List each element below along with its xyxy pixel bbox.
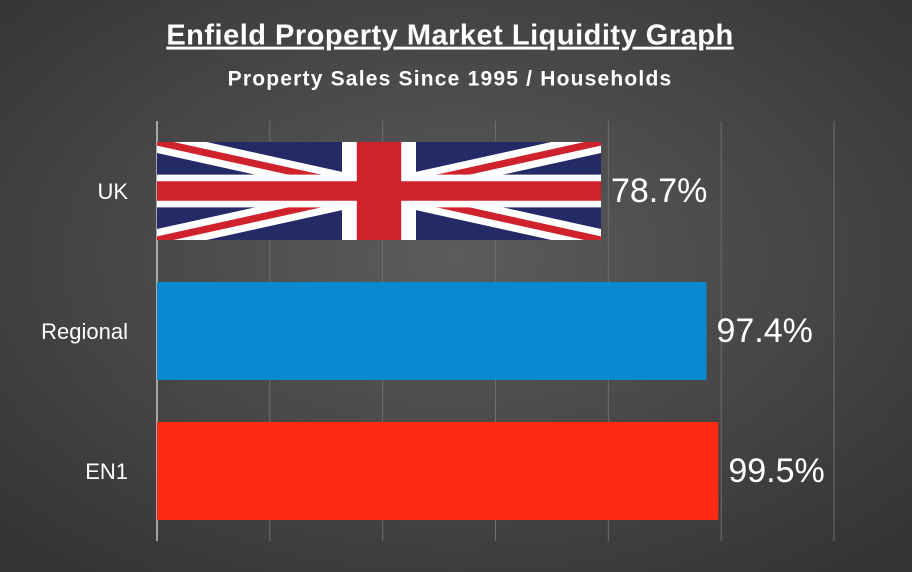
y-tick-label: UK bbox=[97, 179, 128, 204]
value-label: 78.7% bbox=[611, 172, 707, 210]
bars: UK 78.7% Regional 97.4% EN1 99.5% bbox=[41, 142, 825, 520]
value-label: 97.4% bbox=[716, 312, 812, 350]
chart-subtitle: Property Sales Since 1995 / Households bbox=[228, 68, 673, 91]
bar bbox=[157, 422, 719, 520]
bar bbox=[157, 142, 601, 240]
y-tick-label: Regional bbox=[41, 319, 128, 344]
y-tick-label: EN1 bbox=[85, 459, 128, 484]
chart-title: Enfield Property Market Liquidity Graph bbox=[166, 20, 733, 52]
bar bbox=[157, 282, 707, 380]
value-label: 99.5% bbox=[728, 452, 824, 490]
